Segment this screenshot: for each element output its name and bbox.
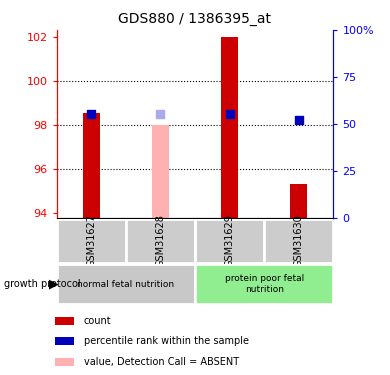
- Bar: [195, 264, 333, 304]
- Bar: [57, 219, 126, 262]
- Point: [296, 117, 302, 123]
- Bar: [195, 219, 264, 262]
- Bar: [126, 219, 195, 262]
- Text: ▶: ▶: [49, 278, 58, 291]
- Bar: [152, 125, 169, 217]
- Text: normal fetal nutrition: normal fetal nutrition: [77, 280, 174, 289]
- Bar: [57, 264, 195, 304]
- Point: [88, 111, 94, 117]
- Text: GSM31627: GSM31627: [86, 214, 96, 267]
- Point: [157, 111, 163, 117]
- Text: value, Detection Call = ABSENT: value, Detection Call = ABSENT: [84, 357, 239, 367]
- Bar: [83, 113, 100, 218]
- Text: growth protocol: growth protocol: [4, 279, 80, 289]
- Title: GDS880 / 1386395_at: GDS880 / 1386395_at: [119, 12, 271, 26]
- Bar: [264, 219, 333, 262]
- Text: count: count: [84, 316, 112, 326]
- Bar: [290, 184, 307, 218]
- Bar: [221, 37, 238, 218]
- Text: percentile rank within the sample: percentile rank within the sample: [84, 336, 249, 346]
- Text: GSM31630: GSM31630: [294, 214, 304, 267]
- Text: GSM31628: GSM31628: [155, 214, 165, 267]
- Text: protein poor fetal
nutrition: protein poor fetal nutrition: [225, 274, 304, 294]
- Point: [227, 111, 233, 117]
- Text: GSM31629: GSM31629: [225, 214, 235, 267]
